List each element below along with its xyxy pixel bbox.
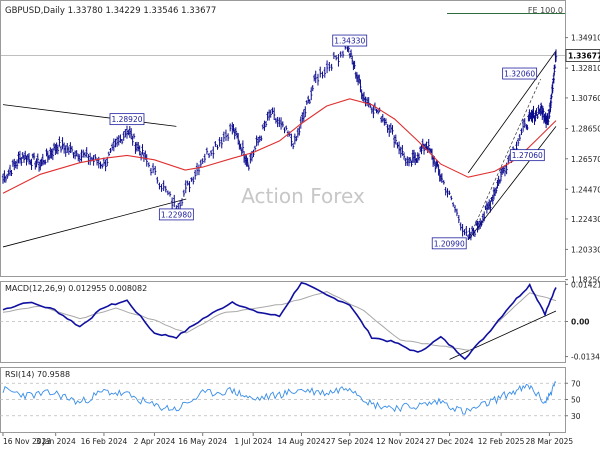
price-label-1.22980: 1.22980 <box>161 210 192 219</box>
price-y-tick-label: 1.24470 <box>571 185 600 194</box>
macd-y-tick-label: 0.014211 <box>571 280 600 289</box>
x-tick-label: 16 Nov 2023 <box>3 437 51 446</box>
price-label-1.32060: 1.32060 <box>504 70 535 79</box>
watermark: Action Forex <box>241 184 365 208</box>
macd-y-tick-label: 0.00 <box>571 318 590 327</box>
macd-y-tick-label: -0.013418 <box>571 353 600 362</box>
rsi-line <box>2 381 557 415</box>
macd-series-signal <box>2 291 557 352</box>
price-y-tick-label: 1.32810 <box>571 64 600 73</box>
x-tick-label: 16 Feb 2024 <box>81 437 128 446</box>
price-label-1.34330: 1.34330 <box>334 37 365 46</box>
price-y-tick-label: 1.30760 <box>571 94 600 103</box>
trendline-3 <box>467 50 557 174</box>
macd-label: MACD(12,26,9) 0.012955 0.008082 <box>5 284 147 293</box>
price-y-tick-label: 1.28650 <box>571 125 600 134</box>
price-y-tick-label: 1.34910 <box>571 34 600 43</box>
x-tick-label: 27 Dec 2024 <box>426 437 474 446</box>
x-tick-label: 12 Feb 2025 <box>478 437 525 446</box>
x-tick-label: 1 Jul 2024 <box>234 437 272 446</box>
last-price-tag <box>565 49 600 62</box>
price-y-tick-label: 1.22430 <box>571 215 600 224</box>
x-tick-label: 12 Nov 2024 <box>376 437 424 446</box>
price-label-box <box>158 208 194 221</box>
price-label-1.28920: 1.28920 <box>111 115 142 124</box>
last-price-value: 1.33677 <box>568 52 600 61</box>
x-tick-label: 28 Mar 2025 <box>526 437 574 446</box>
price-panel-frame <box>0 0 566 277</box>
price-label-box <box>509 149 545 162</box>
chart-header: GBPUSD,Daily 1.33780 1.34229 1.33546 1.3… <box>5 6 216 16</box>
price-label-box <box>502 67 538 80</box>
macd-series-macd <box>2 281 557 361</box>
price-label-box <box>109 113 145 126</box>
moving-average-line <box>2 98 557 194</box>
x-tick-label: 3 Jan 2024 <box>36 437 76 446</box>
price-y-tick-label: 1.18250 <box>571 276 600 285</box>
x-tick-label: 2 Apr 2024 <box>134 437 176 446</box>
price-y-tick-label: 1.26570 <box>571 155 600 164</box>
price-label-1.20990: 1.20990 <box>434 239 465 248</box>
x-tick-label: 27 Sep 2024 <box>326 437 374 446</box>
price-label-1.27060: 1.27060 <box>512 151 543 160</box>
price-label-box <box>431 237 467 250</box>
trendline-2 <box>2 198 187 248</box>
projection-line <box>467 78 541 240</box>
rsi-y-tick-label: 50 <box>571 396 581 405</box>
trendline-1 <box>2 104 177 127</box>
x-tick-label: 16 May 2024 <box>178 437 227 446</box>
price-y-tick-label: 1.20330 <box>571 245 600 254</box>
rsi-label: RSI(14) 70.9588 <box>5 370 70 379</box>
macd-trendline <box>449 310 557 360</box>
x-tick-label: 14 Aug 2024 <box>277 437 325 446</box>
price-label-box <box>332 34 368 47</box>
rsi-y-tick-label: 70 <box>571 379 581 388</box>
rsi-y-tick-label: 30 <box>571 412 581 421</box>
fe-label: FE 100.0 <box>528 6 563 15</box>
